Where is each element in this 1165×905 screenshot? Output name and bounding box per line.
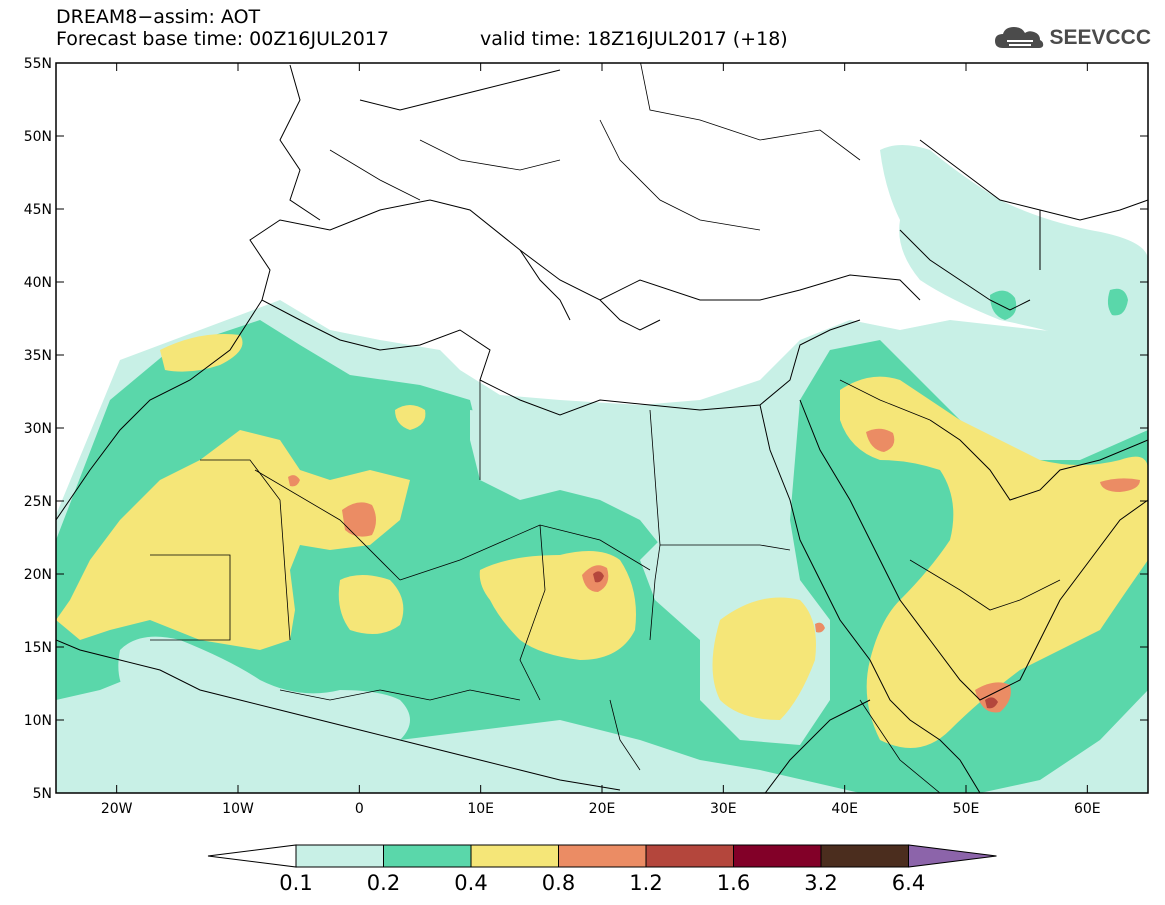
lat-label: 40N <box>24 275 52 291</box>
aot-band-0.8 <box>815 622 825 633</box>
aot-band-0.8 <box>342 502 376 537</box>
aot-band-0.2 <box>990 290 1017 320</box>
aot-band-0.4 <box>395 405 426 430</box>
lat-label: 25N <box>24 494 52 510</box>
product-title: DREAM8−assim: AOT <box>56 6 261 28</box>
lon-label: 60E <box>1074 801 1101 817</box>
colorbar-max-arrow <box>908 844 997 868</box>
lon-label: 30E <box>710 801 737 817</box>
aot-band-0.1 <box>880 145 1148 345</box>
lat-label: 35N <box>24 348 52 364</box>
lon-label: 10E <box>467 801 494 817</box>
lat-label: 10N <box>24 713 52 729</box>
aot-band-0.8 <box>288 475 300 487</box>
aot-band-0.4 <box>712 597 816 720</box>
lon-label: 0 <box>355 801 364 817</box>
forecast-base-time: Forecast base time: 00Z16JUL2017 <box>56 28 389 50</box>
colorbar-label: 1.6 <box>717 871 750 895</box>
colorbar-label: 0.1 <box>279 871 312 895</box>
lat-label: 5N <box>33 786 52 802</box>
colorbar-label: 3.2 <box>804 871 837 895</box>
aot-band-0.4 <box>840 376 1148 748</box>
aot-band-0.4 <box>160 334 243 372</box>
seevccc-logo: SEEVCCC <box>993 24 1151 52</box>
aot-field <box>56 145 1148 793</box>
logo-text: SEEVCCC <box>1049 26 1151 49</box>
lon-label: 50E <box>953 801 980 817</box>
aot-band-0.8 <box>975 682 1011 713</box>
lat-label: 55N <box>24 56 52 72</box>
aot-band-0.4 <box>338 575 404 634</box>
lon-label: 20E <box>589 801 616 817</box>
colorbar-swatch <box>295 844 384 868</box>
aot-band-0.4 <box>56 430 410 650</box>
lon-label: 40E <box>831 801 858 817</box>
aot-band-0.2 <box>1107 288 1128 316</box>
lat-label: 30N <box>24 421 52 437</box>
colorbar-min-arrow <box>207 844 297 868</box>
lon-label: 10W <box>222 801 254 817</box>
aot-band-0.1 <box>470 410 790 560</box>
lon-label: 20W <box>101 801 133 817</box>
colorbar-label: 0.8 <box>542 871 575 895</box>
colorbar-swatch <box>383 844 472 868</box>
lat-label: 15N <box>24 640 52 656</box>
aot-band-1.2 <box>985 697 998 709</box>
map-axes: 55N 50N 45N 40N 35N 30N 25N 20N 15N 10N 5N 20W 10W 0 1… <box>24 56 1148 817</box>
coastlines <box>56 64 1148 793</box>
colorbar-label: 0.4 <box>454 871 487 895</box>
lat-label: 50N <box>24 129 52 145</box>
aot-band-0.8 <box>866 428 895 452</box>
colorbar-label: 6.4 <box>892 871 925 895</box>
colorbar-swatch <box>733 844 822 868</box>
colorbar-swatch <box>558 844 647 868</box>
cloud-icon <box>995 27 1044 48</box>
lat-label: 45N <box>24 202 52 218</box>
valid-time: valid time: 18Z16JUL2017 (+18) <box>480 28 788 50</box>
colorbar-swatch <box>470 844 559 868</box>
aot-band-1.2 <box>593 571 604 583</box>
aot-band-0.8 <box>1100 478 1140 492</box>
colorbar-swatch <box>820 844 909 868</box>
country-borders <box>150 63 1061 793</box>
colorbar-label: 1.2 <box>629 871 662 895</box>
colorbar-swatch <box>645 844 734 868</box>
lat-label: 20N <box>24 567 52 583</box>
colorbar: 0.1 0.2 0.4 0.8 1.2 1.6 3.2 6.4 <box>207 844 997 895</box>
colorbar-label: 0.2 <box>367 871 400 895</box>
